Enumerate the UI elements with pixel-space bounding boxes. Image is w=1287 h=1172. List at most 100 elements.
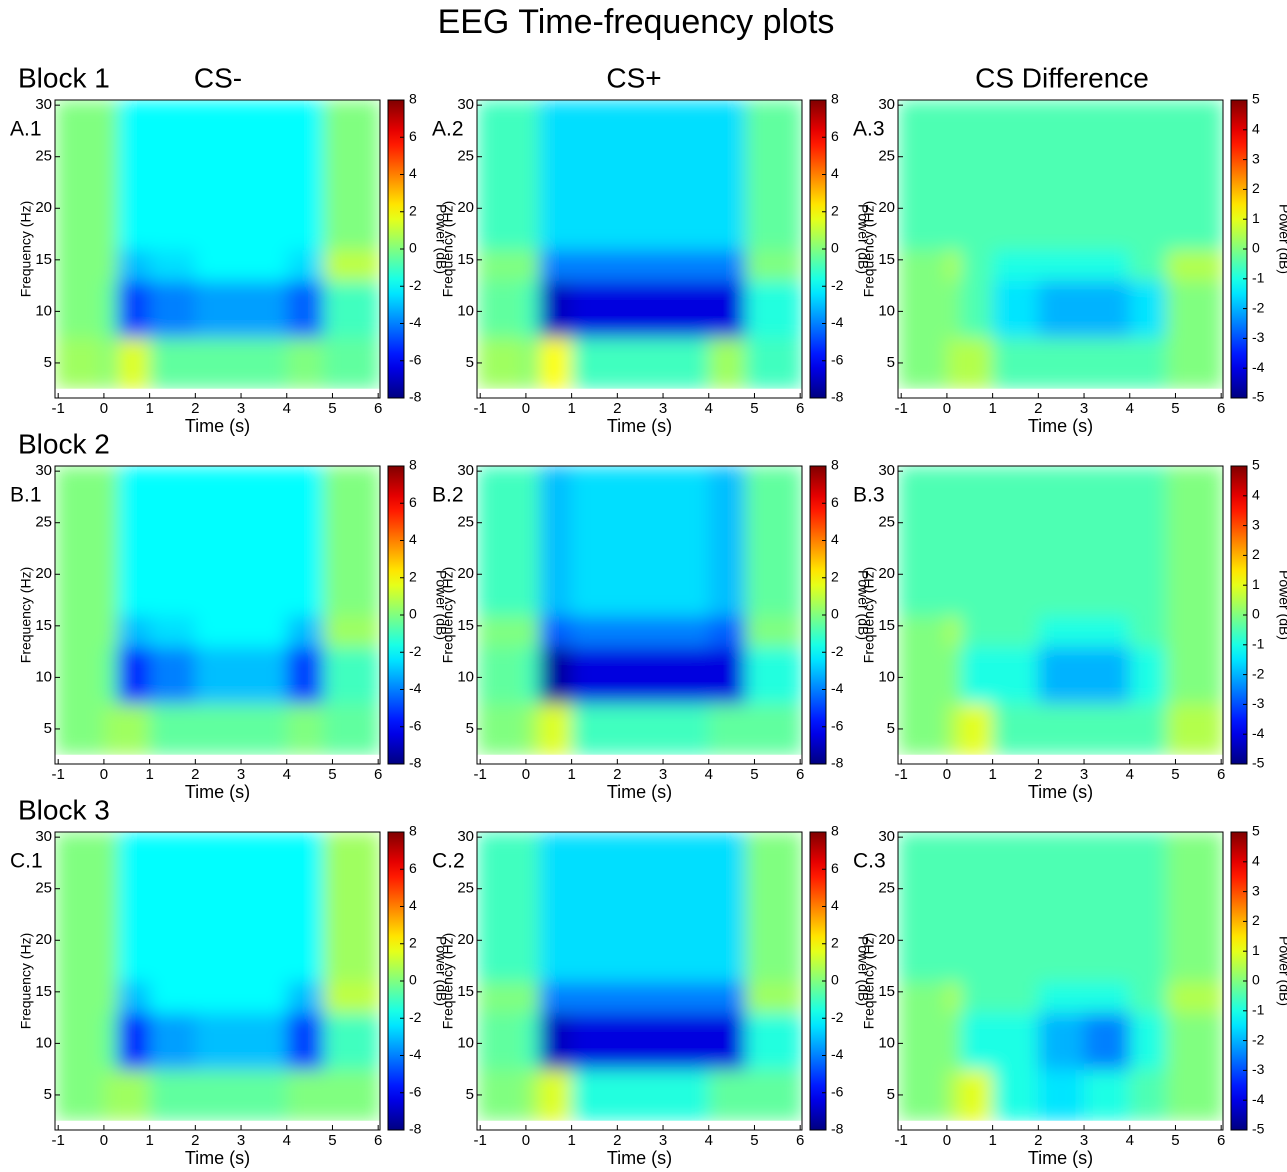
heatmap-cell	[1166, 337, 1223, 389]
heatmap-cell	[55, 337, 105, 389]
colorbar-tick-label: -4	[1252, 359, 1265, 375]
heatmap-cell	[117, 1069, 151, 1121]
y-axis-label: Frequency (Hz)	[18, 201, 34, 297]
heatmap-cell	[323, 466, 380, 617]
heatmap-cell	[286, 1012, 324, 1070]
heatmap-cell	[55, 646, 105, 704]
colorbar-tick-label: -3	[1252, 695, 1265, 711]
heatmap-cell	[103, 1012, 119, 1070]
heatmap-cell	[992, 703, 1039, 755]
heatmap-cell	[286, 249, 324, 281]
y-tick-label: 20	[878, 931, 895, 948]
x-tick-label: 4	[705, 400, 713, 417]
panel-label: A.1	[10, 118, 42, 141]
colorbar-tick-label: 2	[831, 202, 839, 218]
heatmap	[55, 100, 380, 389]
y-axis-label: Frequency (Hz)	[861, 201, 877, 297]
x-tick-label: 2	[1034, 1132, 1042, 1149]
heatmap-cell	[1166, 466, 1223, 617]
x-tick-label: 0	[100, 1132, 108, 1149]
heatmap-cell	[617, 100, 664, 251]
heatmap-cell	[992, 1012, 1039, 1070]
heatmap-cell	[708, 832, 746, 983]
heatmap-cell	[55, 981, 105, 1013]
heatmap-cell	[1084, 1012, 1131, 1070]
heatmap-cell	[617, 646, 664, 704]
colorbar-tick-label: -3	[1252, 1061, 1265, 1077]
heatmap-cell	[1166, 981, 1223, 1013]
heatmap-cell	[898, 100, 948, 251]
y-axis-label: Frequency (Hz)	[440, 201, 456, 297]
heatmap-cell	[946, 1012, 962, 1070]
x-tick-label: 3	[1080, 766, 1088, 783]
heatmap-cell	[898, 615, 948, 647]
heatmap-cell	[195, 1012, 242, 1070]
colorbar-tick-label: 8	[831, 457, 839, 473]
y-tick-label: 25	[878, 880, 895, 897]
heatmap-cell	[946, 832, 962, 983]
heatmap-cell	[960, 646, 994, 704]
y-tick-label: 30	[457, 462, 474, 479]
colorbar-tick-label: 0	[831, 240, 839, 256]
colorbar-tick-label: -1	[1252, 270, 1265, 286]
heatmap	[898, 466, 1223, 755]
x-axis-label: Time (s)	[185, 782, 250, 802]
x-tick-label: -1	[474, 400, 487, 417]
colorbar-tick-label: -2	[831, 643, 844, 659]
colorbar-tick-label: -8	[831, 1121, 844, 1137]
heatmap-cell	[195, 100, 242, 251]
x-axis-label: Time (s)	[607, 416, 672, 436]
y-tick-label: 5	[44, 720, 52, 737]
heatmap-cell	[149, 832, 196, 983]
colorbar-tick-label: -4	[409, 1046, 422, 1062]
heatmap-cell	[103, 100, 119, 251]
heatmap-cell	[1166, 832, 1223, 983]
heatmap-cell	[539, 466, 573, 617]
heatmap-cells	[898, 100, 1223, 389]
heatmap-cell	[571, 280, 618, 338]
heatmap-cell	[745, 646, 802, 704]
heatmap-cell	[286, 703, 324, 755]
heatmap-cell	[286, 615, 324, 647]
heatmap-cell	[745, 249, 802, 281]
heatmap-cell	[1084, 337, 1131, 389]
colorbar-tick-label: -2	[1252, 665, 1265, 681]
y-tick-label: 25	[878, 514, 895, 531]
heatmap-cell	[55, 703, 105, 755]
colorbar-tick-label: -2	[831, 1009, 844, 1025]
colorbar-tick-label: 4	[1252, 121, 1260, 137]
colorbar-tick-label: 0	[409, 606, 417, 622]
heatmap-cell	[663, 981, 710, 1013]
heatmap-cell	[1166, 646, 1223, 704]
x-tick-label: 2	[1034, 766, 1042, 783]
heatmap-cell	[1129, 280, 1167, 338]
colorbar-tick-label: -6	[831, 351, 844, 367]
y-axis-label: Frequency (Hz)	[861, 567, 877, 663]
heatmap-cell	[1084, 646, 1131, 704]
colorbar-tick-label: -6	[409, 351, 422, 367]
heatmap-cell	[195, 703, 242, 755]
heatmap-cell	[992, 100, 1039, 251]
heatmap-cell	[1129, 981, 1167, 1013]
heatmap-cell	[617, 703, 664, 755]
heatmap-cell	[1084, 280, 1131, 338]
heatmap-cell	[149, 337, 196, 389]
heatmap-cell	[477, 249, 527, 281]
heatmap-cell	[617, 466, 664, 617]
heatmap-cell	[286, 337, 324, 389]
figure-title: EEG Time-frequency plots	[438, 3, 835, 41]
heatmap-cell	[477, 466, 527, 617]
heatmap-cell	[477, 646, 527, 704]
heatmap-cell	[1038, 249, 1085, 281]
colorbar-tick-label: -4	[831, 680, 844, 696]
x-tick-label: 0	[943, 400, 951, 417]
colorbar-tick-label: 0	[831, 972, 839, 988]
x-tick-label: 0	[522, 1132, 530, 1149]
colorbar-label: Power (dB)	[855, 204, 871, 274]
heatmap-cells	[898, 832, 1223, 1121]
heatmap-cell	[571, 249, 618, 281]
heatmap-cell	[539, 280, 573, 338]
heatmap-cell	[617, 249, 664, 281]
x-tick-label: 1	[145, 766, 153, 783]
